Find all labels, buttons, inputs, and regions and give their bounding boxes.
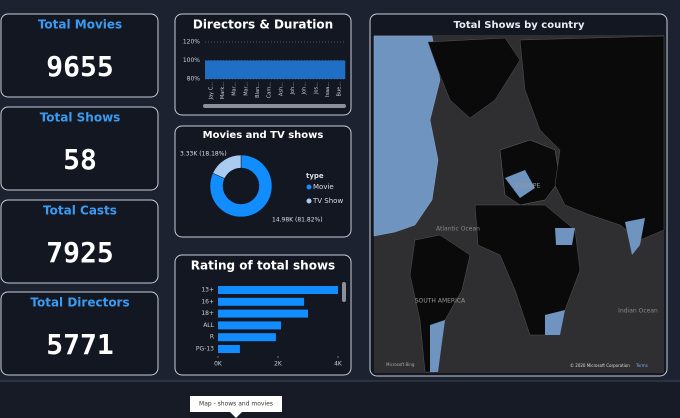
x-tick-label: Blan... xyxy=(255,82,261,98)
x-tick-label: Bue... xyxy=(337,82,343,97)
bar xyxy=(218,333,276,342)
tooltip-arrow xyxy=(230,412,242,418)
bar xyxy=(251,60,264,79)
y-tick-label: 18+ xyxy=(201,310,214,317)
legend-marker xyxy=(306,184,312,190)
data-label: 3.33K (18.18%) xyxy=(180,151,227,158)
x-tick-label: Jos... xyxy=(313,82,319,95)
chart-title: Movies and TV shows xyxy=(203,130,324,141)
map[interactable]: Atlantic Ocean Indian Ocean EUROPE SOUTH… xyxy=(373,35,665,373)
y-tick-label: 100% xyxy=(183,57,200,64)
legend-title: type xyxy=(306,172,324,180)
kpi-value: 58 xyxy=(63,143,97,176)
bar xyxy=(321,60,334,79)
footer xyxy=(0,382,680,418)
kpi-card xyxy=(0,199,159,284)
scrollbar xyxy=(203,104,346,108)
kpi-card xyxy=(0,106,159,191)
x-tick-label: Mark... xyxy=(220,82,226,100)
chart-title: Rating of total shows xyxy=(191,259,335,273)
kpi-label: Total Directors xyxy=(30,296,129,310)
bar xyxy=(218,321,281,330)
donut-slice xyxy=(209,154,273,218)
bar xyxy=(275,60,287,79)
bar xyxy=(218,297,305,306)
bar xyxy=(240,60,252,79)
bar xyxy=(333,60,346,79)
kpi-value: 9655 xyxy=(46,50,113,83)
x-tick-label: 4K xyxy=(334,361,343,368)
kpi-value: 5771 xyxy=(46,328,113,361)
chart-title: Directors & Duration xyxy=(193,18,333,32)
asia xyxy=(519,35,665,241)
bar xyxy=(286,60,299,79)
map-title: Total Shows by country xyxy=(453,20,585,31)
kpi-card xyxy=(0,13,159,98)
bar xyxy=(205,60,217,79)
map-credit: © 2020 Microsoft Corporation xyxy=(570,363,630,368)
kpi-label: Total Casts xyxy=(43,204,117,218)
bar xyxy=(310,60,322,79)
kpi-card xyxy=(0,291,159,376)
x-tick-label: Joh... xyxy=(302,82,308,96)
y-tick-label: R xyxy=(210,334,214,341)
bar xyxy=(218,345,240,353)
kpi-label: Total Movies xyxy=(38,18,122,32)
bar xyxy=(228,60,241,79)
x-tick-label: Mar... xyxy=(232,82,238,96)
x-tick-label: 0K xyxy=(214,361,223,368)
legend-label: TV Show xyxy=(312,197,343,205)
donut-slice xyxy=(212,154,242,179)
bar xyxy=(218,286,338,294)
x-tick-label: Ash... xyxy=(278,82,284,96)
kpi-value: 7925 xyxy=(46,236,113,269)
europe-highlight xyxy=(505,170,535,198)
y-tick-label: 13+ xyxy=(201,287,214,294)
y-tick-label: 120% xyxy=(183,39,200,46)
legend-label: Movie xyxy=(313,183,334,191)
bar xyxy=(218,309,308,318)
bar xyxy=(298,60,311,79)
x-tick-label: 2K xyxy=(274,361,283,368)
map-label: EUROPE xyxy=(516,183,541,190)
tooltip xyxy=(190,396,282,412)
south-africa xyxy=(545,310,565,335)
x-tick-label: Joh... xyxy=(290,82,296,96)
bar xyxy=(216,60,229,79)
map-label: SOUTH AMERICA xyxy=(415,298,466,305)
y-tick-label: 80% xyxy=(187,76,201,83)
map-label: Indian Ocean xyxy=(618,308,658,315)
x-tick-label: Isaa... xyxy=(325,82,331,97)
greenland xyxy=(427,37,521,119)
argentina xyxy=(430,320,445,372)
kpi-label: Total Shows xyxy=(40,111,121,125)
india xyxy=(625,218,645,255)
x-tick-label: Jay C... xyxy=(208,82,214,101)
x-tick-label: Mar... xyxy=(243,82,249,96)
scrollbar xyxy=(342,282,346,302)
x-tick-label: Cam... xyxy=(267,82,273,99)
tooltip-text: Map - shows and movies xyxy=(199,401,273,408)
y-tick-label: 16+ xyxy=(201,298,214,305)
bar xyxy=(263,60,276,79)
y-tick-label: PG-13 xyxy=(196,346,214,353)
egypt xyxy=(555,228,575,245)
map-label: Atlantic Ocean xyxy=(436,226,480,233)
data-label: 14.98K (81.82%) xyxy=(272,217,323,224)
map-credit: Microsoft Bing xyxy=(386,362,415,367)
map-terms[interactable]: Terms xyxy=(635,363,648,368)
y-tick-label: ALL xyxy=(203,322,214,329)
legend-marker xyxy=(306,198,312,204)
